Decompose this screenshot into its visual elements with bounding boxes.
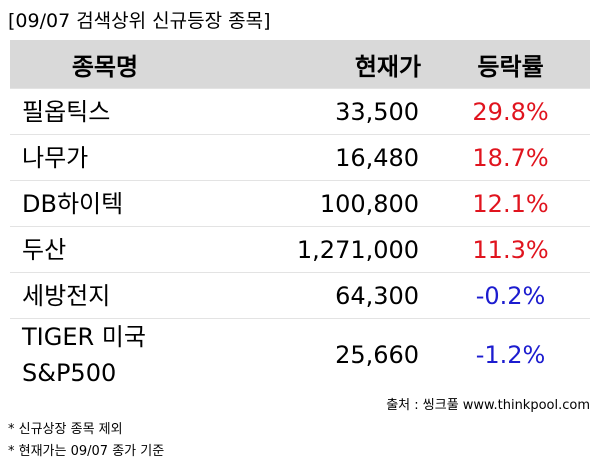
note: * 현재가는 09/07 종가 기준 <box>8 444 165 459</box>
header-row: 종목명 현재가 등락률 <box>10 40 590 89</box>
header-cell: 등락률 <box>431 40 590 89</box>
change-rate: 12.1% <box>431 180 590 227</box>
table-row: DB하이텍 100,800 12.1% <box>10 180 590 227</box>
change-rate: 18.7% <box>431 134 590 181</box>
table-row: 나무가 16,480 18.7% <box>10 134 590 181</box>
header-cell: 현재가 <box>199 40 432 89</box>
stock-name: 두산 <box>10 226 200 273</box>
price: 100,800 <box>199 180 432 227</box>
price: 1,271,000 <box>199 226 432 273</box>
stock-name: 나무가 <box>10 134 200 181</box>
table-row: TIGER 미국 S&P500 25,660 -1.2% <box>10 318 590 391</box>
change-rate: 29.8% <box>431 88 590 135</box>
table-row: 두산 1,271,000 11.3% <box>10 226 590 273</box>
header-cell: 종목명 <box>10 40 200 89</box>
change-rate: 11.3% <box>431 226 590 273</box>
price: 64,300 <box>199 272 432 319</box>
change-rate: -1.2% <box>431 318 590 391</box>
note: * 신규상장 종목 제외 <box>8 422 123 437</box>
table-row: 세방전지 64,300 -0.2% <box>10 272 590 319</box>
price: 25,660 <box>199 318 432 391</box>
price: 33,500 <box>199 88 432 135</box>
stock-table: 종목명 현재가 등락률 필옵틱스 33,500 29.8% 나무가 16,480 18.7% D… <box>10 40 590 391</box>
stock-name: TIGER 미국 S&P500 <box>10 318 200 391</box>
stock-name: 세방전지 <box>10 272 200 319</box>
stock-name: DB하이텍 <box>10 180 200 227</box>
change-rate: -0.2% <box>431 272 590 319</box>
title: [09/07 검색상위 신규등장 종목] <box>8 10 271 32</box>
source: 출처 : 씽크풀 www.thinkpool.com <box>386 398 590 413</box>
price: 16,480 <box>199 134 432 181</box>
table-row: 필옵틱스 33,500 29.8% <box>10 88 590 135</box>
table-body: 필옵틱스 33,500 29.8% 나무가 16,480 18.7% DB하이텍 100,80… <box>10 88 590 391</box>
stock-name: 필옵틱스 <box>10 88 200 135</box>
